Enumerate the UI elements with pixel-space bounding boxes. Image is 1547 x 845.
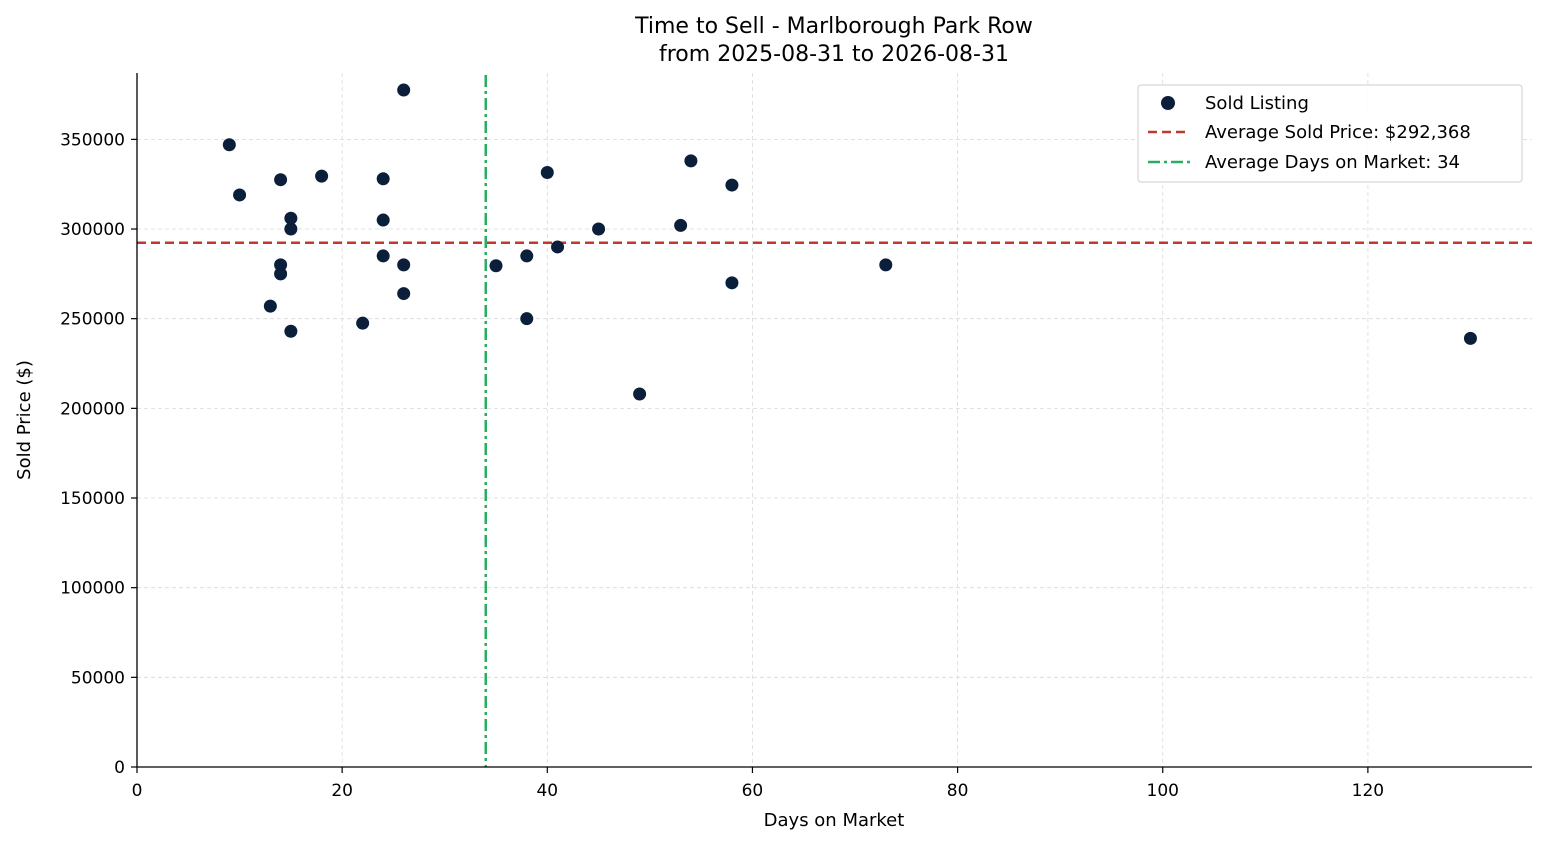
data-point — [725, 178, 739, 192]
data-point — [674, 218, 688, 232]
chart-title: Time to Sell - Marlborough Park Row — [634, 14, 1033, 39]
y-tick-label: 100000 — [60, 579, 125, 599]
data-point — [376, 172, 390, 186]
data-point — [376, 249, 390, 263]
legend-label-average-days: Average Days on Market: 34 — [1205, 152, 1460, 173]
legend: Sold Listing Average Sold Price: $292,36… — [1137, 84, 1523, 183]
data-point — [397, 83, 411, 97]
data-point — [592, 222, 606, 236]
x-axis-label: Days on Market — [764, 810, 905, 831]
data-points — [222, 83, 1477, 401]
data-point — [274, 173, 288, 187]
y-axis-label: Sold Price ($) — [14, 360, 35, 480]
y-tick-label: 50000 — [71, 668, 125, 688]
data-point — [879, 258, 893, 272]
y-tick-label: 350000 — [60, 130, 125, 150]
data-point — [274, 267, 288, 281]
chart-subtitle: from 2025-08-31 to 2026-08-31 — [659, 42, 1009, 67]
tick-labels: 0 20 40 60 80 100 120 0 50000 100000 150000 200000 2… — [60, 130, 1384, 801]
data-point — [222, 138, 236, 152]
data-point — [356, 316, 370, 330]
y-tick-label: 200000 — [60, 399, 125, 419]
data-point — [633, 387, 647, 401]
data-point — [315, 169, 329, 183]
x-tick-label: 120 — [1352, 781, 1384, 801]
y-tick-label: 150000 — [60, 489, 125, 509]
axes — [136, 73, 1532, 768]
data-point — [551, 240, 565, 254]
data-point — [274, 258, 288, 272]
data-point — [397, 258, 411, 272]
data-point — [263, 299, 277, 313]
data-point — [284, 222, 298, 236]
data-point — [1463, 331, 1477, 345]
data-point — [397, 287, 411, 301]
legend-label-average-price: Average Sold Price: $292,368 — [1205, 122, 1471, 143]
data-point — [520, 249, 534, 263]
legend-box — [1137, 84, 1523, 183]
x-tick-label: 100 — [1147, 781, 1179, 801]
x-tick-label: 20 — [331, 781, 353, 801]
x-tick-label: 80 — [947, 781, 969, 801]
data-point — [376, 213, 390, 227]
y-tick-label: 0 — [114, 758, 125, 778]
data-point — [684, 154, 698, 168]
reference-lines — [137, 75, 1532, 767]
data-point — [540, 166, 554, 180]
x-tick-label: 40 — [536, 781, 558, 801]
data-point — [489, 259, 503, 273]
y-tick-label: 300000 — [60, 220, 125, 240]
legend-marker-sold-listing — [1161, 96, 1175, 110]
data-point — [284, 211, 298, 225]
data-point — [233, 188, 247, 202]
data-point — [520, 312, 534, 326]
y-tick-label: 250000 — [60, 310, 125, 330]
data-point — [725, 276, 739, 290]
data-point — [284, 324, 298, 338]
x-tick-label: 0 — [132, 781, 143, 801]
legend-label-sold-listing: Sold Listing — [1205, 93, 1309, 114]
x-tick-label: 60 — [742, 781, 764, 801]
